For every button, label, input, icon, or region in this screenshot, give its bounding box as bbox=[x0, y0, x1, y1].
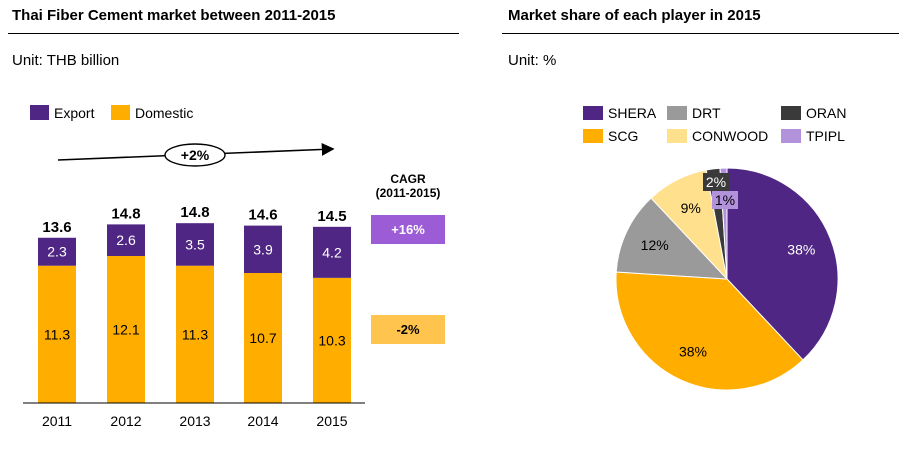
label-export-2012: 2.6 bbox=[116, 232, 136, 248]
bar-domestic-2014 bbox=[244, 272, 282, 403]
pie-legend-swatch-tpipl bbox=[781, 129, 801, 143]
x-tick-2014: 2014 bbox=[247, 413, 278, 429]
label-export-2013: 3.5 bbox=[185, 236, 205, 252]
pie-legend-swatch-drt bbox=[667, 106, 687, 120]
x-tick-2011: 2011 bbox=[42, 413, 72, 429]
label-domestic-2012: 12.1 bbox=[112, 321, 139, 337]
label-export-2015: 4.2 bbox=[322, 244, 342, 260]
cagr-header: CAGR bbox=[390, 172, 426, 186]
bar-domestic-2011 bbox=[38, 265, 76, 403]
total-label-2015: 14.5 bbox=[317, 208, 346, 225]
pie-legend-swatch-scg bbox=[583, 129, 603, 143]
pie-value-label-conwood: 9% bbox=[681, 200, 701, 216]
legend-label-export: Export bbox=[54, 105, 95, 121]
pie-legend-label-drt: DRT bbox=[692, 105, 721, 121]
total-label-2014: 14.6 bbox=[248, 207, 277, 224]
pie-value-label-scg: 38% bbox=[679, 343, 707, 359]
right-title-rule bbox=[502, 33, 899, 34]
right-chart-title: Market share of each player in 2015 bbox=[508, 7, 761, 24]
label-domestic-2011: 11.3 bbox=[44, 326, 70, 342]
cagr-export-box bbox=[371, 215, 445, 244]
pie-slice-shera bbox=[726, 167, 839, 361]
legend-swatch-export bbox=[30, 105, 49, 120]
total-label-2011: 13.6 bbox=[42, 219, 71, 236]
pie-legend-swatch-conwood bbox=[667, 129, 687, 143]
pie-legend-label-oran: ORAN bbox=[806, 105, 846, 121]
pie-slice-scg bbox=[615, 271, 804, 391]
pie-legend-swatch-shera bbox=[583, 106, 603, 120]
x-tick-2015: 2015 bbox=[316, 413, 347, 429]
left-unit-label: Unit: THB billion bbox=[12, 52, 120, 69]
bar-export-2011 bbox=[38, 237, 76, 266]
pie-value-label-shera: 38% bbox=[787, 242, 815, 258]
pie-legend-label-scg: SCG bbox=[608, 128, 638, 144]
pie-slice-drt bbox=[615, 197, 729, 280]
total-label-2013: 14.8 bbox=[180, 204, 209, 221]
label-export-2011: 2.3 bbox=[47, 244, 67, 260]
bar-domestic-2013 bbox=[176, 265, 214, 403]
bar-export-2013 bbox=[176, 223, 214, 266]
bar-export-2012 bbox=[107, 224, 145, 256]
x-tick-2013: 2013 bbox=[179, 413, 210, 429]
bar-export-2015 bbox=[313, 226, 351, 278]
legend-swatch-domestic bbox=[111, 105, 130, 120]
bar-domestic-2015 bbox=[313, 277, 351, 403]
right-unit-label: Unit: % bbox=[508, 52, 557, 69]
label-export-2014: 3.9 bbox=[253, 241, 273, 257]
left-title-rule bbox=[8, 33, 459, 34]
bar-domestic-2012 bbox=[107, 255, 145, 403]
x-tick-2012: 2012 bbox=[110, 413, 141, 429]
pie-legend-label-shera: SHERA bbox=[608, 105, 657, 121]
cagr-export-label: +16% bbox=[391, 222, 425, 237]
cagr-period: (2011-2015) bbox=[376, 186, 441, 200]
total-label-2012: 14.8 bbox=[111, 205, 140, 222]
pie-label-bg-oran bbox=[703, 173, 729, 191]
pie-legend-swatch-oran bbox=[781, 106, 801, 120]
cagr-domestic-box bbox=[371, 315, 445, 344]
left-chart-title: Thai Fiber Cement market between 2011-20… bbox=[12, 7, 336, 24]
legend-label-domestic: Domestic bbox=[135, 105, 193, 121]
label-domestic-2015: 10.3 bbox=[318, 332, 345, 348]
pie-legend-label-conwood: CONWOOD bbox=[692, 128, 768, 144]
pie-value-label-drt: 12% bbox=[641, 237, 669, 253]
pie-label-bg-tpipl bbox=[712, 191, 738, 209]
pie-value-label-oran: 2% bbox=[706, 174, 726, 190]
label-domestic-2014: 10.7 bbox=[249, 330, 276, 346]
label-domestic-2013: 11.3 bbox=[182, 326, 208, 342]
pie-legend-label-tpipl: TPIPL bbox=[806, 128, 845, 144]
bar-export-2014 bbox=[244, 225, 282, 273]
cagr-domestic-label: -2% bbox=[396, 322, 420, 337]
trend-annotation-oval bbox=[164, 143, 226, 167]
pie-value-label-tpipl: 1% bbox=[715, 192, 735, 208]
trend-annotation-label: +2% bbox=[181, 147, 210, 163]
